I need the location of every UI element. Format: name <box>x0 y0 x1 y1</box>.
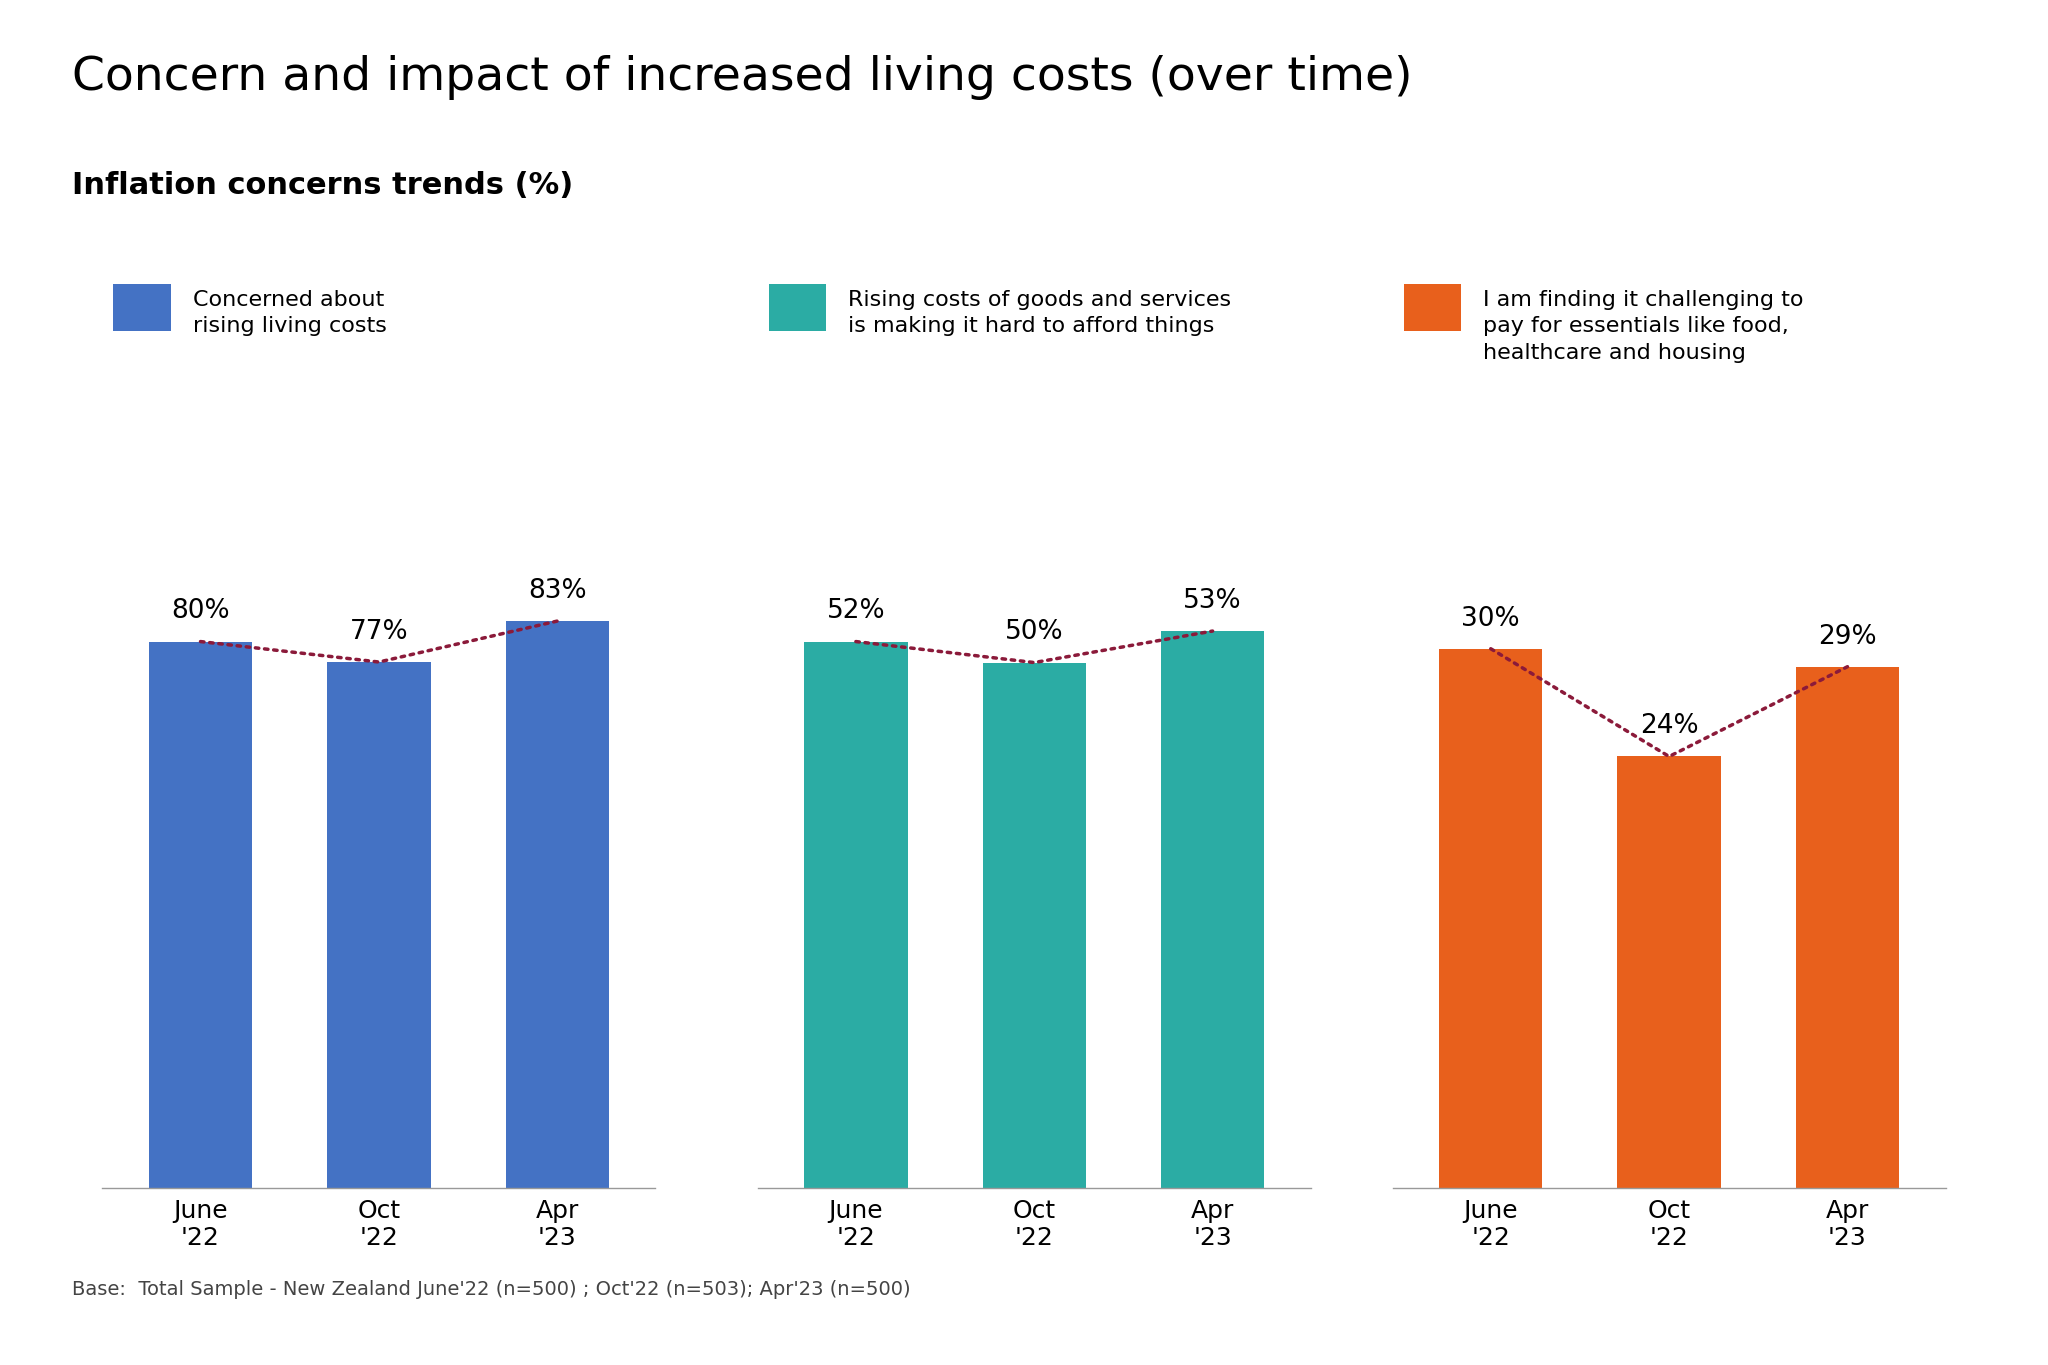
Text: 80%: 80% <box>172 598 229 625</box>
FancyBboxPatch shape <box>768 284 825 330</box>
Bar <box>805 642 907 1188</box>
Text: 77%: 77% <box>350 618 408 646</box>
Bar <box>328 662 430 1188</box>
Text: 50%: 50% <box>1006 620 1063 646</box>
FancyBboxPatch shape <box>1403 284 1460 330</box>
Text: 83%: 83% <box>528 577 586 603</box>
Text: 24%: 24% <box>1640 714 1698 740</box>
Text: 30%: 30% <box>1462 606 1520 632</box>
Text: I am finding it challenging to
pay for essentials like food,
healthcare and hous: I am finding it challenging to pay for e… <box>1483 291 1804 363</box>
Bar <box>1618 756 1720 1188</box>
Text: Inflation concerns trends (%): Inflation concerns trends (%) <box>72 171 573 199</box>
Bar <box>150 642 252 1188</box>
Text: 29%: 29% <box>1819 624 1876 650</box>
Text: Rising costs of goods and services
is making it hard to afford things: Rising costs of goods and services is ma… <box>848 291 1231 337</box>
Bar <box>983 662 1085 1188</box>
Text: Concern and impact of increased living costs (over time): Concern and impact of increased living c… <box>72 55 1413 100</box>
Text: Concerned about
rising living costs: Concerned about rising living costs <box>193 291 387 337</box>
Bar <box>1440 648 1542 1188</box>
Text: 53%: 53% <box>1184 588 1241 614</box>
Text: Base:  Total Sample - New Zealand June'22 (n=500) ; Oct'22 (n=503); Apr'23 (n=50: Base: Total Sample - New Zealand June'22… <box>72 1280 909 1299</box>
Bar <box>1161 631 1264 1188</box>
Bar <box>1796 666 1898 1188</box>
FancyBboxPatch shape <box>113 284 170 330</box>
Bar <box>506 621 608 1188</box>
Text: 52%: 52% <box>827 598 885 625</box>
